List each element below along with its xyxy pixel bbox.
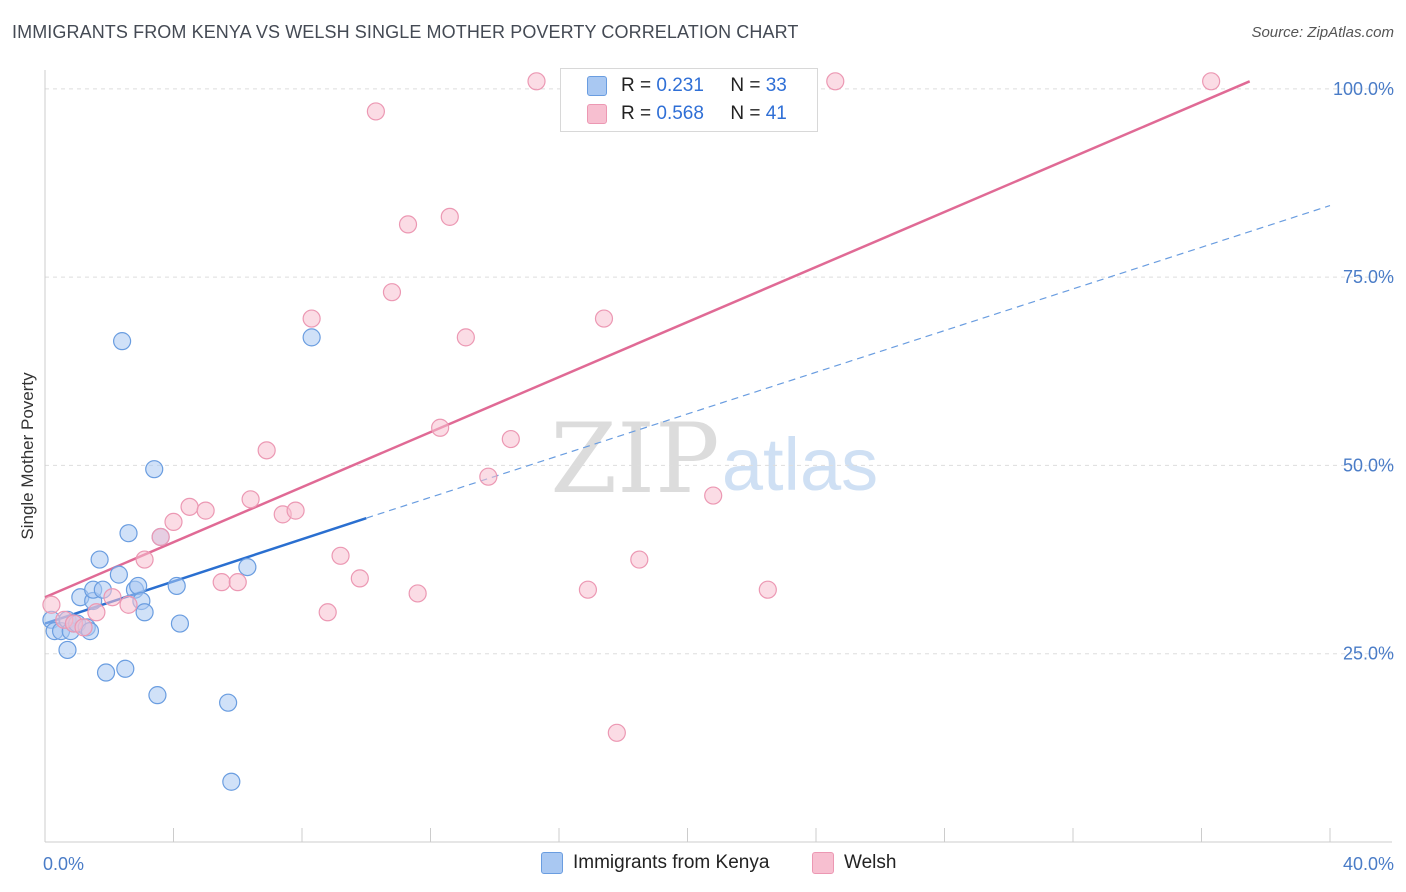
legend-r-label: R = — [621, 75, 652, 96]
y-tick-label: 25.0% — [1343, 644, 1394, 664]
kenya-point — [170, 614, 190, 633]
watermark-zip: ZIP — [550, 403, 719, 515]
kenya-point — [90, 550, 109, 569]
kenya-point — [96, 663, 116, 682]
tick-labels: 25.0% 50.0% 75.0% 100.0% 0.0% 40.0% — [43, 79, 1394, 874]
kenya-point — [222, 772, 241, 791]
x-tick-label: 0.0% — [43, 854, 84, 874]
kenya-point — [145, 460, 164, 479]
kenya-point — [219, 693, 238, 712]
welsh-point — [578, 580, 598, 599]
welsh-point — [196, 501, 215, 520]
welsh-point — [42, 595, 61, 614]
welsh-point — [382, 283, 402, 302]
source-label: Source: ZipAtlas.com — [1251, 24, 1394, 41]
kenya-point — [119, 524, 138, 543]
watermark: ZIP atlas — [550, 403, 878, 515]
welsh-point — [164, 512, 183, 532]
y-tick-label: 75.0% — [1343, 267, 1394, 287]
legend-label-kenya: Immigrants from Kenya — [573, 852, 770, 873]
welsh-point — [302, 309, 321, 328]
welsh-point — [607, 723, 626, 742]
welsh-point — [431, 418, 450, 437]
welsh-point — [366, 102, 385, 121]
legend-n-value: 41 — [765, 103, 787, 124]
welsh-trend-line — [44, 80, 1251, 599]
welsh-point — [135, 550, 154, 569]
welsh-point — [228, 573, 247, 592]
welsh-point — [180, 497, 199, 516]
welsh-point — [350, 569, 369, 588]
kenya-point — [148, 686, 167, 705]
welsh-point — [826, 72, 845, 91]
welsh-point — [212, 573, 231, 592]
kenya-point — [58, 640, 77, 660]
welsh-point — [1202, 72, 1221, 91]
welsh-point — [594, 309, 614, 328]
welsh-point — [704, 486, 723, 505]
legend-item-welsh: Welsh — [812, 852, 896, 874]
welsh-point — [456, 328, 475, 347]
welsh-point — [318, 603, 337, 622]
welsh-point — [440, 207, 459, 226]
legend-n-value: 33 — [765, 75, 787, 96]
watermark-atlas: atlas — [722, 423, 878, 506]
welsh-point — [527, 72, 546, 91]
welsh-point — [479, 467, 498, 486]
welsh-point — [758, 580, 777, 599]
legend-item-kenya: Immigrants from Kenya — [541, 852, 769, 874]
kenya-point — [112, 332, 132, 351]
legend-r-label: R = — [621, 103, 652, 124]
welsh-point — [74, 618, 93, 637]
welsh-point — [241, 490, 260, 509]
legend-swatch-welsh — [812, 852, 834, 874]
kenya-point — [116, 659, 135, 678]
welsh-point — [151, 527, 170, 547]
legend-r-value: 0.231 — [656, 75, 704, 96]
welsh-point — [286, 501, 305, 520]
legend-label-welsh: Welsh — [844, 852, 897, 873]
welsh-point — [103, 588, 122, 607]
welsh-point — [630, 550, 649, 569]
welsh-point — [331, 546, 350, 565]
welsh-point — [398, 215, 418, 234]
kenya-point — [109, 565, 128, 584]
welsh-point — [119, 595, 138, 614]
legend-text-kenya: R = 0.231 N = 33 — [621, 75, 787, 97]
welsh-point — [87, 603, 106, 622]
legend-n-label: N = — [730, 75, 761, 96]
y-tick-label: 100.0% — [1333, 79, 1394, 99]
legend-row-welsh: R = 0.568 N = 41 — [587, 101, 787, 127]
legend-text-welsh: R = 0.568 N = 41 — [621, 103, 787, 125]
kenya-point — [167, 576, 186, 596]
chart-title: IMMIGRANTS FROM KENYA VS WELSH SINGLE MO… — [12, 22, 799, 42]
welsh-point — [501, 429, 520, 449]
legend-swatch-kenya — [541, 852, 563, 874]
kenya-point — [129, 576, 148, 596]
welsh-point — [408, 584, 427, 603]
kenya-point — [238, 557, 257, 577]
legend-n-label: N = — [730, 103, 761, 124]
kenya-trend-extension — [366, 204, 1331, 519]
welsh-point — [257, 441, 276, 460]
legend-swatch-kenya — [587, 76, 607, 96]
legend-row-kenya: R = 0.231 N = 33 — [587, 73, 787, 99]
x-tick-label: 40.0% — [1343, 854, 1394, 874]
kenya-point — [135, 603, 154, 622]
correlation-legend: R = 0.231 N = 33 R = 0.568 N = 41 — [560, 68, 818, 132]
axes — [44, 70, 1392, 843]
trend-lines — [44, 80, 1331, 625]
kenya-point — [302, 328, 321, 347]
legend-swatch-welsh — [587, 104, 607, 124]
series-legend: Immigrants from Kenya Welsh — [0, 852, 1406, 878]
y-tick-label: 50.0% — [1343, 455, 1394, 475]
legend-r-value: 0.568 — [656, 103, 704, 124]
